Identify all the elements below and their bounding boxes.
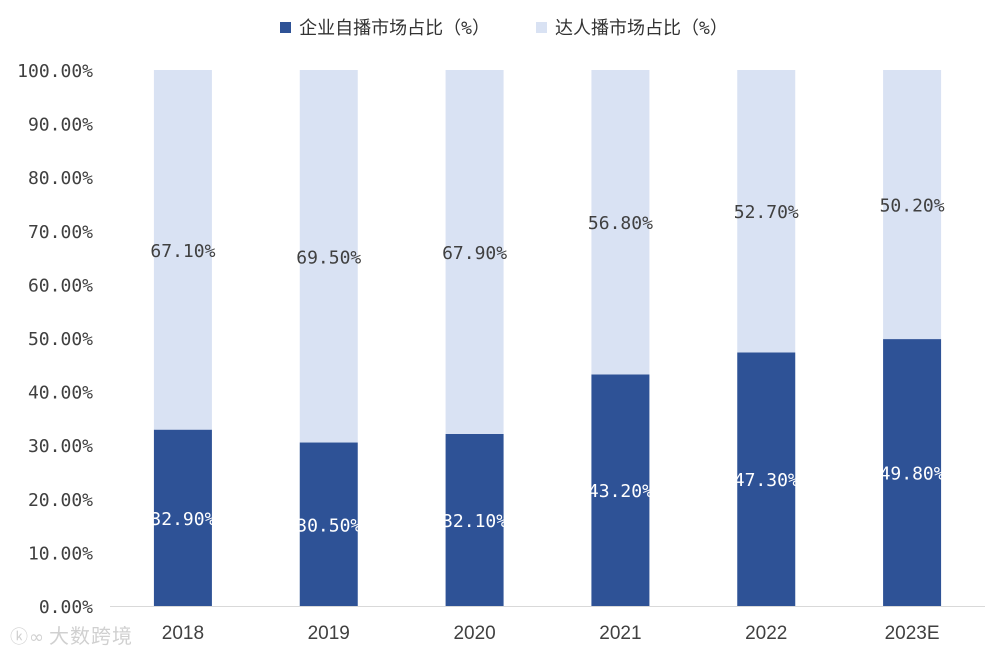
y-tick-label: 90.00% (28, 115, 93, 136)
y-tick-label: 0.00% (39, 597, 93, 618)
bar-enterprise (591, 374, 650, 606)
y-tick-label: 100.00% (17, 61, 93, 82)
y-tick-label: 20.00% (28, 490, 93, 511)
bar-influencer (299, 70, 358, 443)
bar-enterprise (883, 339, 942, 606)
chart-legend: 企业自播市场占比（%） 达人播市场占比（%） (0, 14, 1008, 40)
legend-item-enterprise: 企业自播市场占比（%） (280, 14, 490, 40)
data-label-enterprise: 32.90% (150, 509, 215, 530)
bar-enterprise (737, 352, 796, 606)
data-label-influencer: 50.20% (880, 196, 945, 217)
legend-swatch-influencer (536, 21, 547, 33)
y-tick-label: 30.00% (28, 436, 93, 457)
data-label-enterprise: 49.80% (880, 464, 945, 485)
x-tick-label: 2023E (885, 623, 940, 644)
legend-item-influencer: 达人播市场占比（%） (536, 14, 728, 40)
data-label-enterprise: 30.50% (296, 515, 361, 536)
bar-enterprise (445, 433, 504, 606)
x-tick-label: 2022 (745, 623, 787, 644)
watermark-text: 大数跨境 (49, 624, 133, 648)
bar-influencer (445, 70, 504, 434)
y-tick-label: 70.00% (28, 222, 93, 243)
y-tick-label: 10.00% (28, 543, 93, 564)
bar-influencer (591, 70, 650, 375)
bar-influencer (153, 70, 212, 430)
data-label-enterprise: 43.20% (588, 481, 653, 502)
data-label-enterprise: 47.30% (734, 470, 799, 491)
y-tick-label: 40.00% (28, 383, 93, 404)
bar-influencer (737, 70, 796, 353)
x-tick-label: 2020 (453, 623, 495, 644)
data-label-influencer: 67.90% (442, 243, 507, 264)
data-label-influencer: 69.50% (296, 247, 361, 268)
y-tick-label: 50.00% (28, 329, 93, 350)
data-label-influencer: 52.70% (734, 202, 799, 223)
y-tick-label: 60.00% (28, 275, 93, 296)
legend-label-influencer: 达人播市场占比（%） (555, 18, 728, 39)
legend-swatch-enterprise (280, 21, 292, 33)
data-label-influencer: 56.80% (588, 213, 653, 234)
x-tick-label: 2019 (308, 623, 350, 644)
bar-enterprise (299, 442, 358, 606)
data-label-influencer: 67.10% (150, 241, 215, 262)
data-label-enterprise: 32.10% (442, 511, 507, 532)
bar-influencer (883, 70, 942, 340)
bar-enterprise (153, 429, 212, 606)
watermark-logo-icon: ⓚ∞ (10, 627, 45, 648)
x-tick-label: 2021 (599, 623, 641, 644)
legend-label-enterprise: 企业自播市场占比（%） (299, 18, 490, 39)
watermark: ⓚ∞ 大数跨境 (10, 620, 133, 649)
x-tick-label: 2018 (162, 623, 204, 644)
y-tick-label: 80.00% (28, 168, 93, 189)
